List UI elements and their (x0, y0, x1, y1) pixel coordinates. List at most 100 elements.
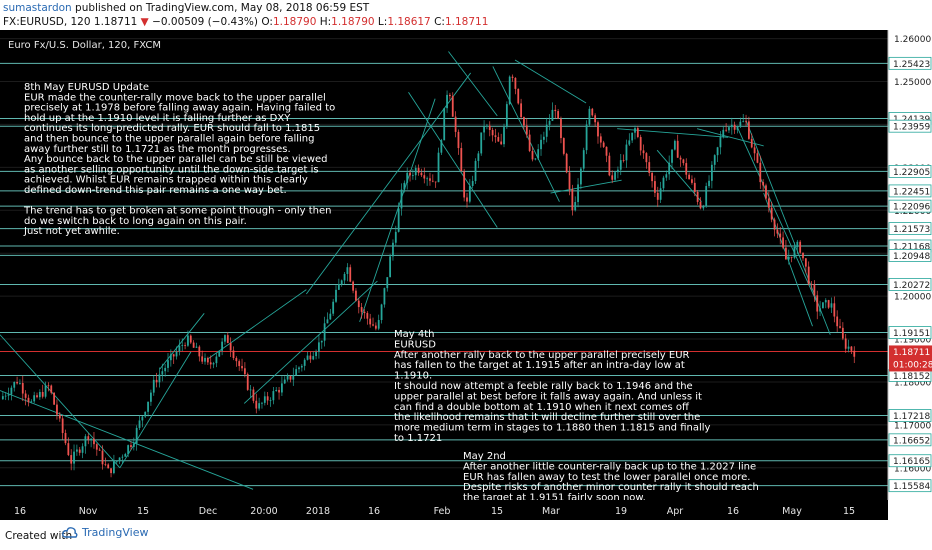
candle-body (292, 375, 295, 380)
candle-body (138, 420, 141, 428)
candle-body (819, 308, 821, 312)
level-tag-label: 1.21168 (893, 242, 930, 252)
trend-line (208, 289, 307, 359)
candle-body (352, 281, 354, 291)
price-chart[interactable]: Euro Fx/U.S. Dollar, 120, FXCM 8th May E… (0, 30, 932, 520)
annotation-line: defined down-trend this pair remains a o… (24, 185, 287, 196)
candle-body (318, 342, 320, 352)
candle-body (36, 395, 38, 398)
created-with-label: Created with (5, 530, 73, 542)
candle-body (263, 396, 266, 403)
time-tick-label: 16 (727, 506, 739, 517)
candle-body (599, 136, 602, 143)
candle-body (53, 392, 56, 405)
trend-line (359, 98, 436, 323)
candle-body (807, 266, 810, 284)
candle-body (337, 284, 340, 290)
candle-body (78, 449, 81, 453)
annotation-line: After another little counter-rally back … (463, 461, 756, 472)
annotation-line: hold up at the 1.1910 level it is fallin… (24, 113, 291, 124)
price-axis[interactable]: 1.260001.250001.240001.230001.220001.210… (888, 35, 932, 492)
candle-body (93, 438, 95, 445)
candle-body (269, 400, 272, 402)
candle-body (742, 121, 745, 123)
candle-body (87, 436, 90, 440)
candle-body (206, 357, 209, 363)
candle-body (4, 395, 7, 397)
candle-body (520, 103, 522, 118)
candle-body (500, 141, 503, 145)
level-tag-label: 1.22451 (893, 187, 930, 197)
price-tick-label: 1.20000 (894, 293, 931, 303)
candle-body (622, 160, 625, 161)
candle-body (215, 356, 218, 364)
candle-body (804, 258, 807, 267)
candle-body (705, 186, 708, 207)
candle-body (355, 290, 357, 301)
candle-body (656, 192, 659, 200)
candle-body (753, 147, 756, 154)
candle-body (423, 175, 426, 179)
header-bar: sumastardon published on TradingView.com… (0, 0, 932, 30)
candle-body (491, 129, 494, 136)
candle-body (372, 324, 374, 326)
candle-body (548, 120, 551, 125)
candle-body (400, 189, 403, 209)
time-tick-label: 16 (14, 506, 26, 517)
candle-body (654, 181, 656, 193)
symbol-line: FX:EURUSD, 120 1.18711 ▼ −0.00509 (−0.43… (3, 16, 488, 28)
candle-body (525, 125, 528, 135)
candle-body (73, 451, 75, 464)
candle-body (597, 122, 599, 137)
candle-body (403, 182, 406, 190)
level-tag (888, 184, 932, 198)
candle-body (844, 338, 847, 349)
candle-body (300, 365, 303, 368)
candle-body (61, 418, 64, 434)
candle-body (209, 362, 212, 365)
candle-body (577, 184, 579, 203)
time-tick-label: Apr (667, 506, 684, 517)
candle-body (534, 158, 537, 160)
candle-body (841, 327, 844, 339)
candle-body (782, 237, 784, 248)
candle-body (320, 340, 323, 343)
candle-body (335, 289, 337, 302)
candle-body (719, 136, 722, 148)
candle-body (132, 443, 135, 447)
candle-body (494, 135, 497, 138)
candle-body (594, 115, 597, 123)
candle-body (787, 256, 790, 260)
candle-body (67, 443, 70, 456)
tradingview-logo[interactable]: TradingView (62, 526, 148, 539)
candle-body (380, 304, 383, 321)
annotation-line: more medium term in stages to 1.1880 the… (394, 423, 711, 434)
level-tag-label: 1.20948 (893, 252, 930, 262)
candle-body (733, 124, 736, 130)
change-value: −0.00509 (−0.43%) (152, 16, 258, 28)
open-value: 1.18790 (272, 16, 317, 28)
chart-area[interactable]: Euro Fx/U.S. Dollar, 120, FXCM 8th May E… (0, 30, 932, 520)
level-tag-label: 1.16652 (893, 436, 930, 446)
time-axis[interactable]: 16 Nov 15 Dec 20:00 2018 16 Feb 15 Mar 19 Apr 16 May 1… (14, 506, 855, 517)
candle-body (696, 191, 699, 202)
candle-body (340, 280, 343, 285)
publisher-name[interactable]: sumastardon (3, 2, 72, 14)
level-tag (888, 222, 932, 236)
candle-body (272, 391, 275, 401)
candle-body (104, 464, 107, 466)
candle-body (676, 140, 679, 158)
candle-body (574, 202, 577, 211)
annotation-line: the likelihood remains that it will decl… (394, 412, 700, 423)
candle-body (671, 149, 673, 163)
candle-body (229, 342, 232, 351)
time-tick-label: 15 (137, 506, 149, 517)
candle-body (693, 182, 696, 192)
annotation-line: After another rally back to the upper pa… (394, 350, 690, 361)
candle-body (255, 400, 258, 409)
candle-body (822, 302, 824, 309)
candle-body (95, 444, 98, 450)
candle-body (554, 109, 557, 112)
price-tick-label: 1.18000 (894, 378, 931, 388)
candle-body (135, 427, 138, 444)
